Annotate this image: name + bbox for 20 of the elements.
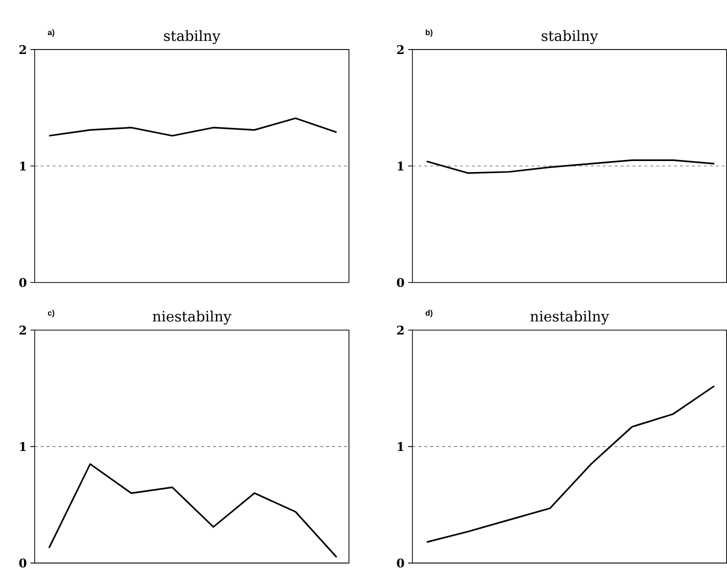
- y-tick-label: 1: [20, 162, 26, 171]
- line-series: [426, 385, 716, 543]
- y-tick-label: 0: [19, 278, 26, 288]
- y-tick-label: 0: [396, 558, 404, 568]
- y-tick-label: 2: [19, 326, 26, 335]
- y-tick-label: 2: [397, 45, 404, 54]
- chart-title: niestabilny: [530, 310, 610, 325]
- y-tick-label: 1: [398, 162, 404, 171]
- chart-title: stabilny: [542, 30, 598, 44]
- chart-title: niestabilny: [152, 310, 232, 325]
- chart-title: stabilny: [164, 30, 220, 44]
- y-tick-label: 1: [398, 442, 404, 452]
- line-series: [48, 118, 338, 137]
- line-series: [48, 463, 338, 558]
- line-series: [426, 159, 716, 174]
- y-tick-label: 2: [397, 326, 404, 335]
- y-tick-label: 0: [19, 558, 26, 568]
- y-tick-label: 2: [19, 45, 26, 54]
- y-tick-label: 0: [396, 278, 404, 288]
- y-tick-label: 1: [20, 442, 26, 452]
